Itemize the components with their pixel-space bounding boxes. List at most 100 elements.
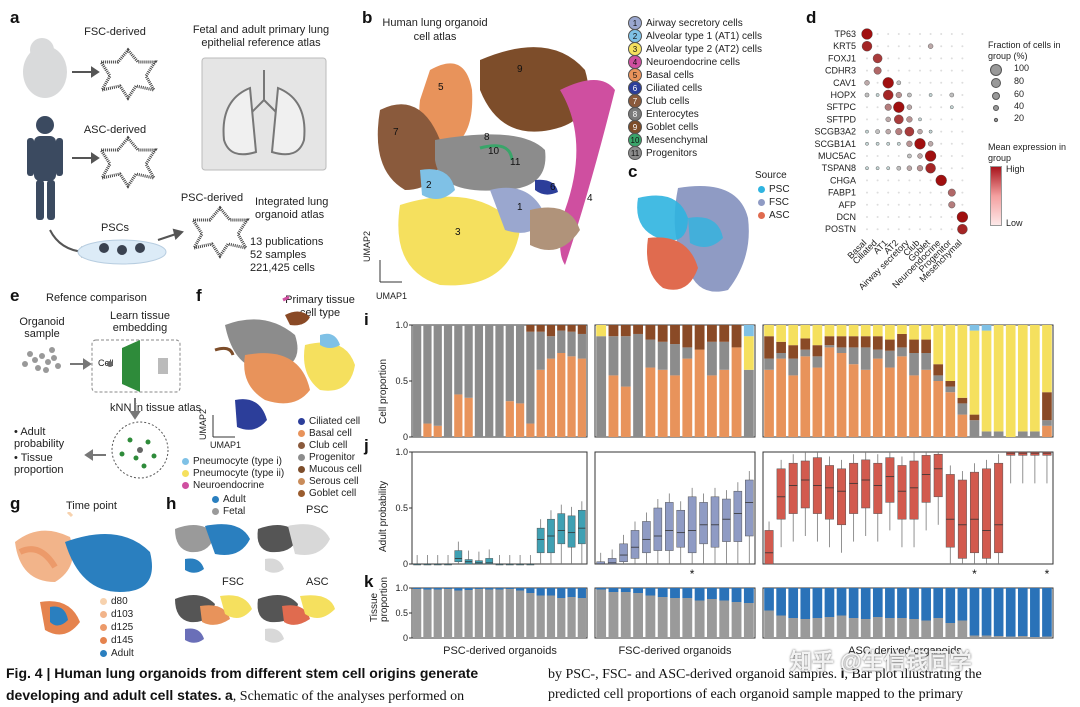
j-box-psc-14 bbox=[557, 513, 566, 545]
dot-krt5-9 bbox=[961, 45, 964, 48]
j-box-fsc-9 bbox=[699, 502, 708, 545]
frame-k-asc bbox=[762, 587, 1054, 639]
dot-muc5ac-8 bbox=[950, 155, 953, 157]
dot-hopx-6 bbox=[928, 93, 933, 97]
panel-e-diagram bbox=[22, 339, 181, 479]
cell-label: Cell bbox=[98, 358, 114, 368]
k-bar-asc-5-adult bbox=[824, 588, 835, 617]
svg-text:10: 10 bbox=[488, 146, 500, 157]
i-bar-fsc-8-basal bbox=[694, 349, 705, 437]
legend-b-1: 1 Airway secretory cells bbox=[628, 16, 743, 30]
i-bar-fsc-0-at2 bbox=[596, 325, 607, 337]
j-box-asc-14 bbox=[933, 453, 943, 498]
dot-tp63-9 bbox=[961, 33, 964, 35]
panel-letter-f: f bbox=[196, 286, 202, 305]
dot-hopx-5 bbox=[919, 94, 921, 96]
k-bar-asc-20-fetal bbox=[1005, 636, 1016, 638]
dot-cdhr3-8 bbox=[950, 69, 953, 72]
umap-b-title: Human lung organoid cell atlas bbox=[382, 17, 488, 43]
i-bar-psc-13-club bbox=[546, 325, 556, 337]
svg-text:8: 8 bbox=[484, 132, 490, 143]
dot-krt5-3 bbox=[897, 45, 900, 48]
i-bar-asc-10-at2 bbox=[885, 325, 895, 340]
frame-j-asc bbox=[762, 451, 1054, 565]
i-bar-psc-15-club bbox=[567, 325, 576, 332]
k-bar-psc-14-fetal bbox=[557, 598, 566, 638]
k-bar-asc-6-fetal bbox=[836, 615, 847, 638]
dot-fabp1-7 bbox=[940, 191, 943, 194]
panel-letter-d: d bbox=[806, 8, 817, 27]
dot-fabp1-6 bbox=[929, 191, 932, 194]
svg-text:3: 3 bbox=[455, 227, 461, 238]
dot-dcn-3 bbox=[897, 216, 900, 218]
i-bar-asc-14-basal bbox=[933, 381, 944, 437]
dot-krt5-7 bbox=[940, 45, 943, 48]
k-bar-asc-0-adult bbox=[764, 588, 774, 611]
i-bar-psc-5-progenitor bbox=[464, 325, 473, 398]
i-ytick-0: 0 bbox=[403, 432, 408, 442]
bullet-tissue-proportion: • Tissue proportion bbox=[14, 452, 64, 476]
k-bar-psc-3-fetal bbox=[443, 589, 453, 638]
dot-dcn-6 bbox=[929, 216, 932, 218]
i-bar-asc-8-at2 bbox=[860, 325, 871, 337]
expr-high: High bbox=[1006, 164, 1025, 174]
k-bar-asc-18-fetal bbox=[981, 635, 992, 638]
i-bar-asc-10-basal bbox=[885, 367, 895, 437]
dot-cav1-9 bbox=[961, 81, 964, 84]
gene-label-fabp1: FABP1 bbox=[828, 188, 856, 198]
i-bar-fsc-2-club bbox=[620, 325, 631, 337]
dot-sftpc-1 bbox=[876, 106, 879, 109]
j-box-asc-17 bbox=[969, 471, 979, 554]
integrated-atlas-title: Integrated lung organoid atlas bbox=[255, 196, 329, 221]
dot-hopx-3 bbox=[895, 91, 902, 99]
organoid-sample-label: Organoid sample bbox=[19, 316, 65, 340]
i-bar-asc-8-club bbox=[860, 336, 871, 348]
i-bar-fsc-6-club bbox=[670, 325, 680, 345]
gene-label-hopx: HOPX bbox=[830, 90, 856, 100]
gene-label-foxj1: FOXJ1 bbox=[828, 53, 856, 63]
k-bar-psc-13-adult bbox=[546, 588, 556, 596]
j-box-fsc-10 bbox=[710, 496, 720, 548]
legend-b-2: 2 Alveolar type 1 (AT1) cells bbox=[628, 29, 762, 43]
primary-tissue-title: Primary tissue cell type bbox=[285, 294, 355, 319]
dot-krt5-6 bbox=[927, 43, 934, 49]
dot-scgb3a2-7 bbox=[940, 130, 943, 133]
k-bar-asc-14-fetal bbox=[933, 618, 944, 638]
k-bar-psc-16-fetal bbox=[577, 598, 586, 638]
k-bar-asc-23-adult bbox=[1042, 588, 1052, 637]
dot-sftpc-8 bbox=[949, 105, 954, 110]
k-bar-asc-21-fetal bbox=[1017, 636, 1028, 638]
asc-derived-label: ASC-derived bbox=[83, 124, 147, 136]
gene-label-scgb3a2: SCGB3A2 bbox=[814, 127, 856, 137]
k-bar-asc-20-adult bbox=[1005, 588, 1016, 637]
k-bar-psc-12-fetal bbox=[536, 595, 545, 638]
k-bar-asc-9-adult bbox=[872, 588, 883, 617]
i-bar-asc-17-progenitor bbox=[969, 420, 980, 437]
i-bar-fsc-1-progenitor bbox=[608, 336, 619, 376]
dot-tspan8-1 bbox=[875, 166, 880, 171]
i-bar-asc-16-progenitor bbox=[957, 403, 968, 415]
k-bar-psc-14-adult bbox=[557, 588, 566, 598]
fetus-icon bbox=[23, 46, 67, 98]
i-bar-fsc-5-basal bbox=[657, 369, 668, 437]
i-bar-fsc-5-progenitor bbox=[657, 341, 668, 370]
k-bar-psc-12-adult bbox=[536, 588, 545, 596]
dot-hopx-2 bbox=[883, 89, 894, 101]
j-box-asc-8 bbox=[861, 459, 871, 509]
k-bar-asc-5-fetal bbox=[824, 617, 835, 638]
group-label-fsc: FSC-derived organoids bbox=[618, 645, 732, 657]
dot-sftpc-5 bbox=[919, 106, 921, 109]
i-bar-asc-1-progenitor bbox=[776, 353, 786, 359]
j-box-psc-15 bbox=[567, 515, 576, 548]
k-bar-fsc-2-fetal bbox=[620, 592, 631, 638]
dot-cdhr3-4 bbox=[908, 69, 911, 72]
dot-hopx-0 bbox=[864, 92, 870, 98]
dot-cdhr3-9 bbox=[961, 69, 964, 72]
panel-letter-e: e bbox=[10, 286, 20, 305]
dot-chga-6 bbox=[929, 179, 932, 182]
k-bar-psc-2-fetal bbox=[433, 589, 442, 638]
k-bar-fsc-4-fetal bbox=[645, 595, 656, 638]
i-bar-asc-15-at2 bbox=[945, 325, 956, 381]
dot-afp-1 bbox=[876, 203, 879, 206]
i-bar-asc-12-club bbox=[909, 339, 919, 353]
